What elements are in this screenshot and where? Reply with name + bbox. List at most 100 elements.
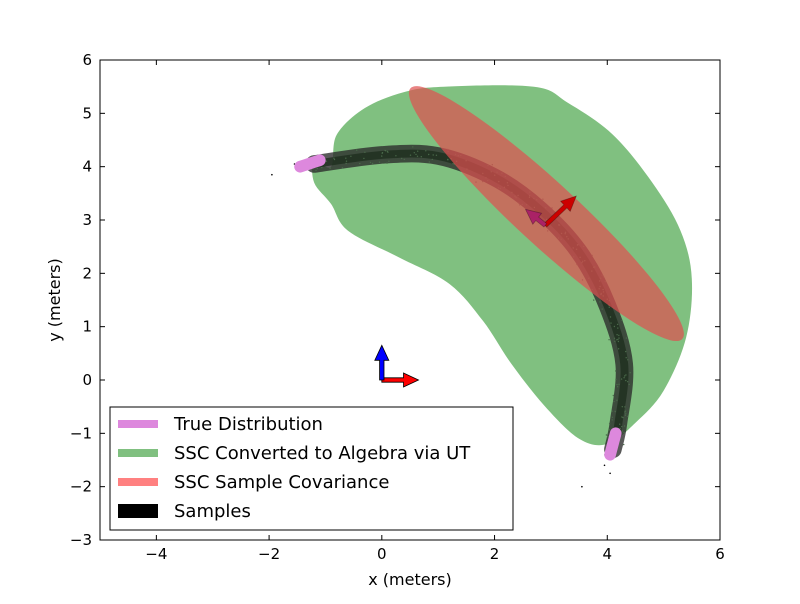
sample-point bbox=[608, 422, 611, 425]
sample-point bbox=[614, 410, 616, 413]
sample-point bbox=[611, 419, 613, 421]
sample-point bbox=[623, 431, 625, 434]
true-distribution-segment-1 bbox=[294, 154, 326, 173]
sample-point bbox=[384, 150, 387, 152]
mean-pose-x-axis-arrow bbox=[543, 195, 577, 228]
sample-point bbox=[608, 306, 610, 308]
sample-point bbox=[363, 157, 365, 160]
x-tick-label: −2 bbox=[258, 545, 280, 563]
sample-point bbox=[341, 167, 344, 169]
x-tick-label: −4 bbox=[145, 545, 167, 563]
y-tick-label: 3 bbox=[82, 211, 92, 229]
sample-point bbox=[388, 160, 390, 162]
sample-point bbox=[613, 337, 616, 339]
sample-point bbox=[617, 348, 620, 350]
sample-point bbox=[618, 337, 620, 339]
y-tick-label: 2 bbox=[82, 264, 92, 282]
sample-point bbox=[447, 158, 449, 161]
sample-point bbox=[371, 162, 374, 165]
sample-point bbox=[616, 339, 618, 341]
true-distribution-segment-2 bbox=[604, 427, 622, 461]
legend-swatch-true-distribution bbox=[118, 420, 158, 428]
sample-point bbox=[321, 166, 323, 169]
sample-point bbox=[627, 415, 629, 418]
sample-point bbox=[616, 386, 619, 388]
sample-point bbox=[623, 443, 625, 446]
sample-point bbox=[431, 158, 433, 161]
sample-point bbox=[616, 399, 618, 401]
sample-point bbox=[607, 435, 609, 438]
sample-point bbox=[325, 160, 328, 162]
sample-point bbox=[613, 325, 616, 328]
sample-point bbox=[359, 162, 361, 165]
sample-point bbox=[625, 413, 627, 415]
sample-point bbox=[345, 162, 347, 165]
sample-point bbox=[601, 308, 603, 310]
sample-point bbox=[615, 378, 617, 381]
ut-region bbox=[312, 85, 693, 446]
sample-point bbox=[412, 146, 414, 148]
sample-point bbox=[381, 155, 383, 157]
sample-point bbox=[617, 338, 619, 341]
legend-box bbox=[109, 406, 514, 531]
sample-point bbox=[608, 339, 610, 341]
sample-point bbox=[620, 378, 623, 380]
sample-point bbox=[624, 414, 627, 416]
sample-point bbox=[614, 340, 616, 343]
sample-point bbox=[333, 158, 336, 161]
x-tick-label: 6 bbox=[715, 545, 725, 563]
sample-point bbox=[621, 406, 623, 408]
sample-point bbox=[625, 374, 627, 376]
sample-point bbox=[616, 323, 619, 326]
x-tick-label: 4 bbox=[602, 545, 612, 563]
sample-point bbox=[413, 152, 415, 154]
sample-point bbox=[386, 150, 389, 153]
sample-point bbox=[420, 156, 422, 158]
y-tick-label: −1 bbox=[70, 424, 92, 442]
sample-point bbox=[621, 319, 623, 321]
sample-point bbox=[316, 167, 318, 170]
sample-point bbox=[625, 337, 628, 339]
legend: True Distribution SSC Converted to Algebr… bbox=[109, 406, 514, 531]
plot-frame bbox=[99, 59, 721, 541]
sample-point bbox=[271, 173, 273, 176]
sample-point bbox=[621, 416, 623, 418]
legend-label-samples: Samples bbox=[174, 501, 251, 522]
sample-point bbox=[333, 157, 335, 159]
y-tick-label: −2 bbox=[70, 478, 92, 496]
y-tick-label: 6 bbox=[82, 51, 92, 69]
legend-label-true-distribution: True Distribution bbox=[173, 414, 323, 435]
sample-point bbox=[364, 151, 366, 153]
x-tick-label: 0 bbox=[377, 545, 387, 563]
x-tick-label: 2 bbox=[490, 545, 500, 563]
legend-swatch-samples bbox=[118, 504, 158, 518]
y-axis-label: y (meters) bbox=[45, 258, 64, 342]
sample-point bbox=[432, 154, 434, 156]
sample-point bbox=[428, 161, 430, 163]
sample-point bbox=[593, 299, 595, 301]
sample-point bbox=[624, 406, 626, 408]
sample-point bbox=[625, 357, 627, 359]
sample-point bbox=[395, 155, 397, 157]
sample-point bbox=[356, 149, 358, 151]
sample-point bbox=[345, 160, 348, 162]
sample-covariance-ellipse bbox=[408, 86, 684, 342]
sample-point bbox=[345, 157, 347, 159]
sample-point bbox=[616, 334, 618, 336]
sample-point bbox=[401, 157, 403, 160]
plot-area bbox=[271, 85, 693, 488]
y-tick-label: 0 bbox=[82, 371, 92, 389]
sample-point bbox=[425, 150, 427, 152]
sample-point bbox=[618, 334, 620, 337]
sample-point bbox=[428, 153, 430, 156]
sample-point bbox=[603, 464, 606, 467]
sample-point bbox=[628, 383, 630, 386]
y-tick-label: 4 bbox=[82, 158, 92, 176]
sample-point bbox=[615, 370, 617, 372]
sample-point bbox=[623, 377, 625, 379]
sample-point bbox=[329, 167, 331, 169]
legend-swatch-ssc-converted-to-algebra-via-ut bbox=[118, 449, 158, 457]
sample-point bbox=[621, 425, 623, 428]
sample-point bbox=[315, 169, 317, 172]
